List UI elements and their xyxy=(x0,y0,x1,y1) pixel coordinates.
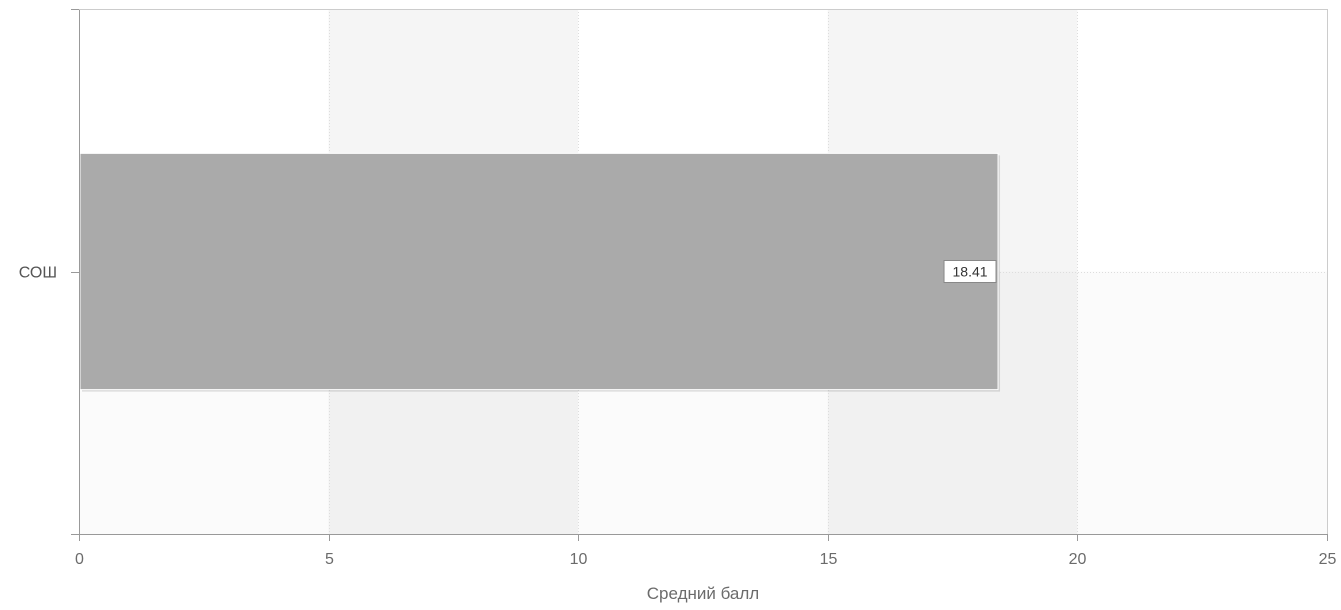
x-tick-label: 10 xyxy=(570,551,588,568)
data-label-box xyxy=(943,260,997,283)
x-tick-label: 5 xyxy=(325,551,334,568)
data-labels: 18.41 xyxy=(943,260,997,283)
x-axis-title: Средний балл xyxy=(647,584,759,603)
data-label: 18.41 xyxy=(953,264,988,280)
x-tick-label: 15 xyxy=(820,551,838,568)
category-label: СОШ xyxy=(19,265,57,282)
background-band xyxy=(1077,9,1327,534)
x-tick-label: 20 xyxy=(1069,551,1087,568)
bar xyxy=(79,152,999,391)
axes: 0 5 10 15 20 25 СОШ xyxy=(19,9,1337,568)
bars xyxy=(79,152,1001,392)
x-tick-label: 0 xyxy=(75,551,84,568)
x-tick-label: 25 xyxy=(1319,551,1337,568)
